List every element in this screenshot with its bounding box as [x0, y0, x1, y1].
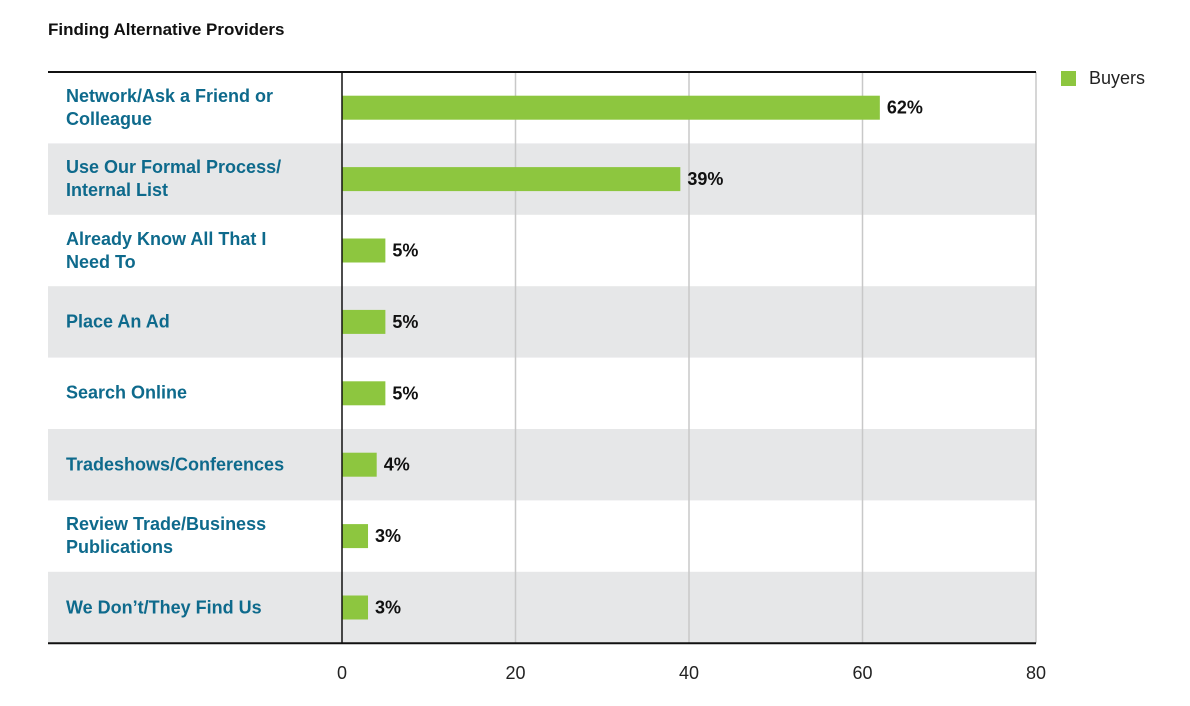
category-label: Place An Ad: [66, 311, 170, 332]
legend-label: Buyers: [1089, 68, 1146, 88]
legend-swatch: [1061, 71, 1076, 86]
data-label: 39%: [687, 169, 723, 189]
category-label: Network/Ask a Friend or Colleague: [66, 85, 274, 129]
x-tick-label: 0: [337, 663, 347, 683]
row-band: [48, 286, 1036, 358]
row-band: [48, 571, 1036, 644]
category-label: Review Trade/Business Publications: [66, 514, 267, 558]
data-label: 3%: [375, 526, 401, 546]
x-tick-label: 80: [1026, 663, 1046, 683]
data-label: 5%: [392, 383, 418, 403]
bar: [342, 95, 880, 120]
category-label: Search Online: [66, 382, 188, 403]
bar: [342, 452, 377, 477]
bar: [342, 167, 681, 192]
category-label: Tradeshows/Conferences: [66, 454, 285, 475]
x-tick-label: 20: [505, 663, 525, 683]
x-tick-label: 40: [679, 663, 699, 683]
data-label: 3%: [375, 598, 401, 618]
bar: [342, 238, 386, 263]
bar: [342, 381, 386, 406]
legend: Buyers: [1061, 68, 1145, 89]
bar: [342, 309, 386, 334]
category-label: Already Know All That I Need To: [66, 228, 267, 272]
data-label: 62%: [887, 98, 923, 118]
bar: [342, 524, 369, 549]
chart-title: Finding Alternative Providers: [48, 20, 285, 39]
row-band: [48, 429, 1036, 501]
category-label: Use Our Formal Process/ Internal List: [66, 157, 282, 201]
data-label: 4%: [384, 455, 410, 475]
data-label: 5%: [392, 312, 418, 332]
category-label: We Don’t/They Find Us: [66, 597, 262, 617]
data-label: 5%: [392, 241, 418, 261]
x-tick-label: 60: [852, 663, 872, 683]
bar: [342, 595, 369, 620]
